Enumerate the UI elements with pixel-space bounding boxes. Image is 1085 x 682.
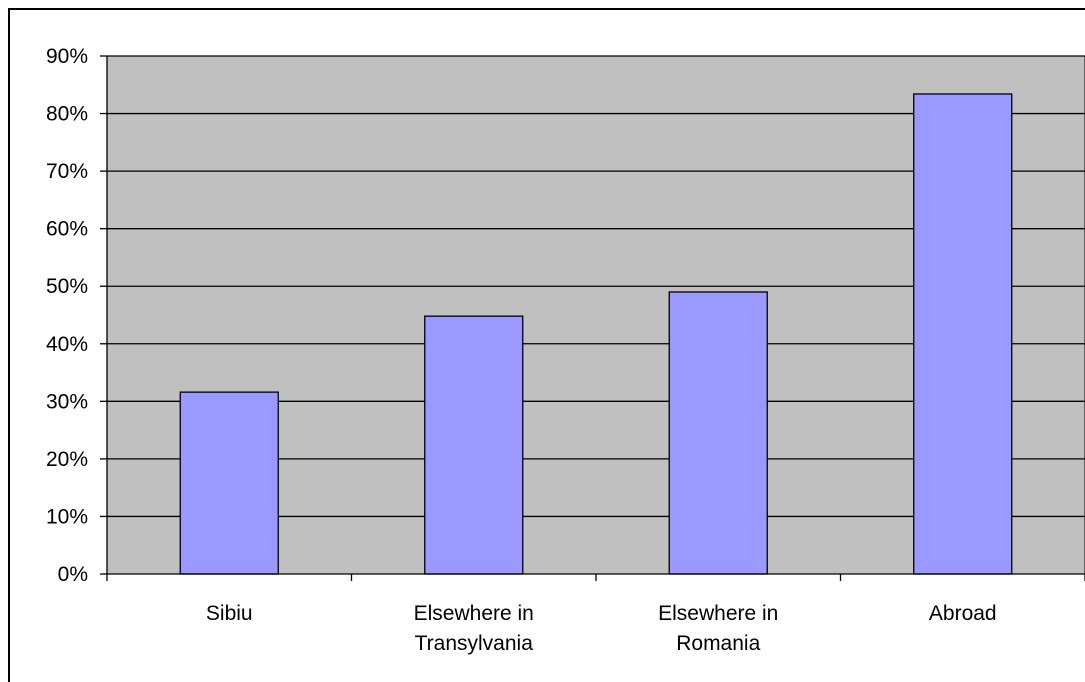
y-tick-label: 60%: [46, 218, 88, 241]
bar: [424, 315, 524, 575]
y-tick-label: 90%: [46, 45, 88, 68]
axes: [100, 55, 1085, 581]
bar: [179, 391, 279, 575]
bar: [668, 291, 768, 575]
x-tick-label: Elsewhere in Transylvania: [414, 602, 534, 655]
y-tick-label: 70%: [46, 160, 88, 183]
y-tick-label: 0%: [58, 563, 88, 586]
y-tick-label: 50%: [46, 275, 88, 298]
bar: [913, 93, 1013, 575]
y-tick-label: 40%: [46, 333, 88, 356]
x-tick-label: Elsewhere in Romania: [658, 602, 778, 655]
x-tick-labels: Sibiu Elsewhere in Transylvania Elsewhere i…: [206, 602, 997, 655]
bars: [179, 93, 1013, 575]
x-tick-label: Abroad: [929, 602, 997, 625]
y-tick-label: 80%: [46, 103, 88, 126]
y-tick-label: 20%: [46, 448, 88, 471]
y-tick-labels: 0% 10% 20% 30% 40% 50% 60% 70% 80% 90%: [46, 45, 88, 586]
y-tick-label: 30%: [46, 390, 88, 413]
x-tick-label: Sibiu: [206, 602, 253, 625]
y-tick-label: 10%: [46, 505, 88, 528]
